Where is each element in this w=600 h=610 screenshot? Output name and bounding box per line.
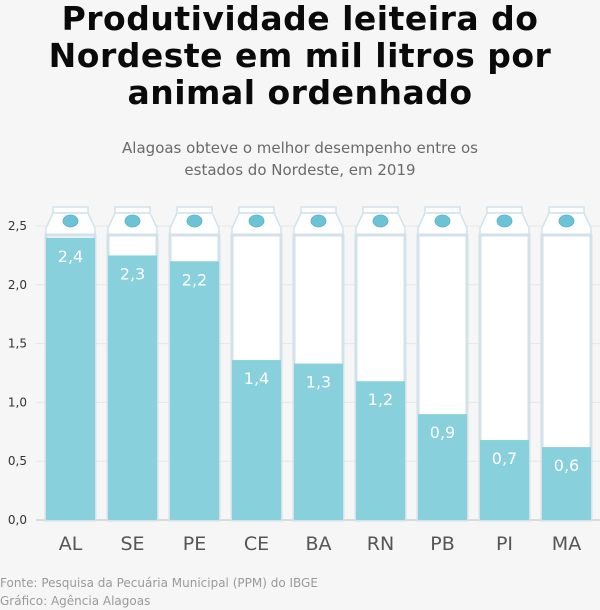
milk-carton-pe: 2,2 <box>168 206 221 522</box>
x-tick-label: MA <box>552 533 581 555</box>
bar <box>170 261 219 520</box>
y-tick-label: 1,0 <box>8 395 27 409</box>
bar <box>542 447 591 520</box>
x-tick-label: PB <box>430 533 455 555</box>
milk-carton-rn: 1,2 <box>354 206 407 522</box>
bars: 2,4 2,3 2,2 1,4 1,3 1,2 0,9 0,7 0,6 <box>44 206 593 522</box>
value-label: 2,2 <box>182 270 207 289</box>
title-line-2: Nordeste em mil litros por <box>48 36 552 75</box>
bar <box>46 237 95 520</box>
carton-rim <box>486 206 523 214</box>
bar <box>418 414 467 520</box>
carton-rim <box>114 206 151 214</box>
carton-cap-icon <box>248 214 265 228</box>
milk-carton-al: 2,4 <box>44 206 97 522</box>
milk-carton-ma: 0,6 <box>540 206 593 522</box>
credit-note: Gráfico: Agência Alagoas <box>0 594 151 608</box>
value-label: 0,7 <box>492 449 517 468</box>
bar <box>294 363 343 520</box>
x-tick-label: BA <box>305 533 331 555</box>
carton-cap-icon <box>496 214 513 228</box>
value-label: 1,3 <box>306 373 331 392</box>
carton-rim <box>548 206 585 214</box>
y-axis: 0,0 0,5 1,0 1,5 2,0 2,5 <box>8 219 27 527</box>
x-tick-label: AL <box>59 533 83 555</box>
y-tick-label: 2,5 <box>8 219 27 233</box>
carton-cap-icon <box>558 214 575 228</box>
milk-carton-se: 2,3 <box>106 206 159 522</box>
chart-subtitle: Alagoas obteve o melhor desempenho entre… <box>0 137 600 181</box>
subtitle-line-1: Alagoas obteve o melhor desempenho entre… <box>122 139 478 157</box>
title-line-1: Produtividade leiteira do <box>61 0 539 38</box>
y-tick-label: 0,5 <box>8 454 27 468</box>
y-tick-label: 1,5 <box>8 337 27 351</box>
milk-carton-ba: 1,3 <box>292 206 345 522</box>
milk-carton-pi: 0,7 <box>478 206 531 522</box>
milk-carton-pb: 0,9 <box>416 206 469 522</box>
carton-cap-icon <box>186 214 203 228</box>
carton-cap-icon <box>310 214 327 228</box>
subtitle-line-2: estados do Nordeste, em 2019 <box>184 161 416 179</box>
x-tick-label: PE <box>183 533 206 555</box>
chart-title: Produtividade leiteira do Nordeste em mi… <box>0 0 600 111</box>
carton-rim <box>424 206 461 214</box>
bar <box>356 381 405 520</box>
carton-rim <box>362 206 399 214</box>
carton-cap-icon <box>124 214 141 228</box>
bar <box>232 360 281 520</box>
title-line-3: animal ordenhado <box>127 73 473 112</box>
x-tick-label: PI <box>496 533 513 555</box>
x-tick-label: SE <box>120 533 144 555</box>
y-tick-label: 2,0 <box>8 278 27 292</box>
milk-carton-bar-chart: 0,0 0,5 1,0 1,5 2,0 2,5 2,4 2,3 2,2 1,4 1,3 1,2 0,9… <box>8 206 600 555</box>
carton-rim <box>238 206 275 214</box>
carton-cap-icon <box>434 214 451 228</box>
carton-cap-icon <box>372 214 389 228</box>
bar <box>108 255 157 520</box>
x-tick-label: CE <box>244 533 269 555</box>
carton-rim <box>52 206 89 214</box>
bar <box>480 440 529 520</box>
value-label: 0,6 <box>554 456 579 475</box>
x-axis: AL SE PE CE BA RN PB PI MA <box>59 533 581 555</box>
value-label: 1,4 <box>244 369 269 388</box>
value-label: 0,9 <box>430 423 455 442</box>
y-tick-label: 0,0 <box>8 513 27 527</box>
carton-rim <box>300 206 337 214</box>
source-note: Fonte: Pesquisa da Pecuária Municipal (P… <box>0 576 318 590</box>
carton-rim <box>176 206 213 214</box>
carton-cap-icon <box>62 214 79 228</box>
value-label: 2,3 <box>120 264 145 283</box>
value-label: 2,4 <box>58 247 83 266</box>
value-label: 1,2 <box>368 390 393 409</box>
milk-carton-ce: 1,4 <box>230 206 283 522</box>
x-tick-label: RN <box>367 533 394 555</box>
